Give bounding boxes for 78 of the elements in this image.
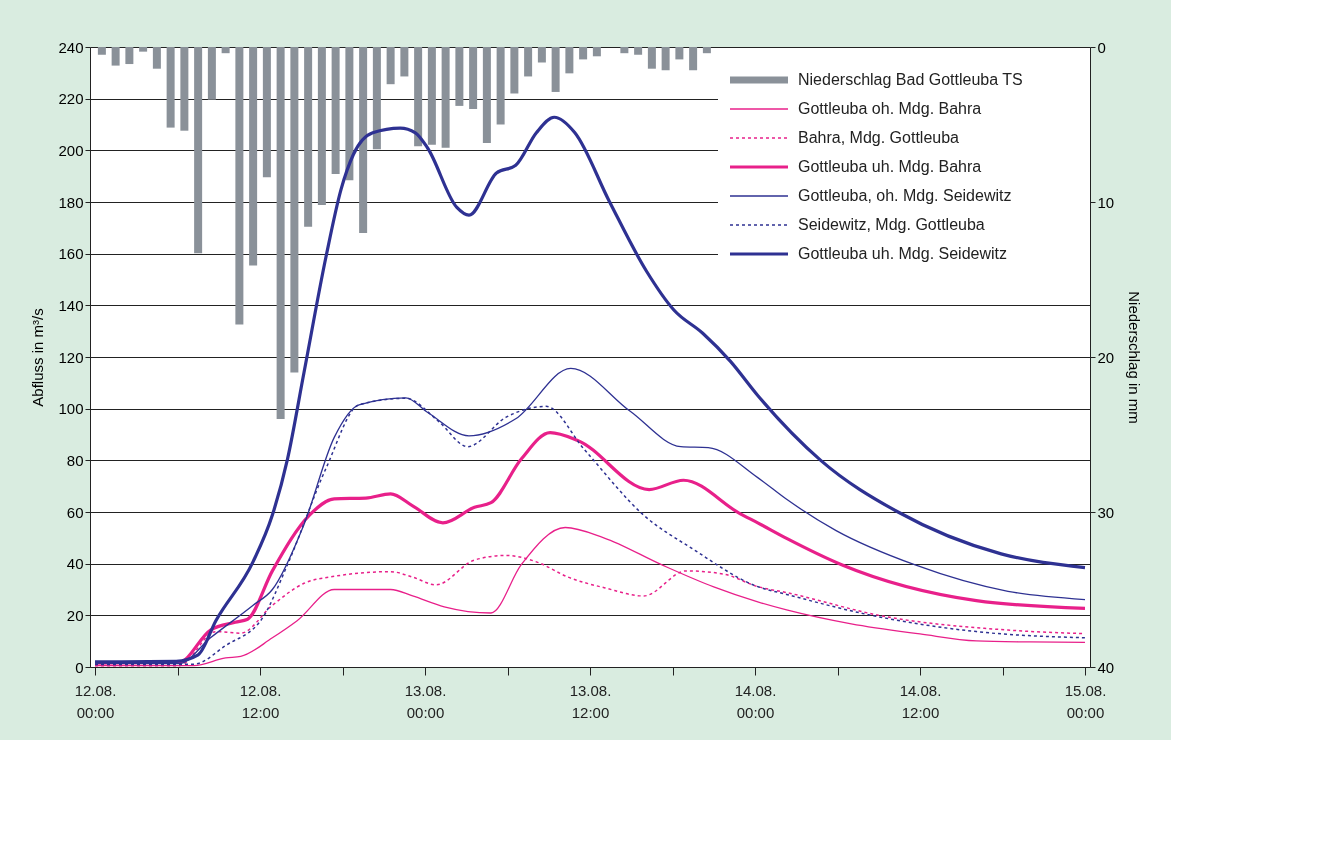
bar — [152, 47, 161, 69]
bar — [592, 47, 601, 57]
bar — [317, 47, 326, 206]
y-tick-label: 60 — [66, 503, 84, 521]
legend-label: Niederschlag Bad Gottleuba TS — [798, 71, 1023, 88]
bar — [565, 47, 574, 74]
y-tick-label: 180 — [58, 193, 84, 211]
bar — [194, 47, 203, 254]
bar — [427, 47, 436, 145]
y2-tick-label: 20 — [1097, 348, 1115, 366]
bar — [111, 47, 120, 66]
bar — [482, 47, 491, 144]
bar — [551, 47, 560, 92]
bar — [304, 47, 313, 227]
bar — [455, 47, 464, 106]
bar — [139, 47, 148, 52]
y2-axis-title: Niederschlag in mm — [1126, 291, 1144, 424]
bar — [414, 47, 423, 147]
y2-tick-label: 40 — [1097, 658, 1115, 676]
bar — [634, 47, 643, 55]
y-tick-label: 140 — [58, 296, 84, 314]
bar — [661, 47, 670, 71]
bar — [469, 47, 478, 109]
bar — [372, 47, 381, 150]
bar — [702, 47, 711, 54]
y-tick-label: 0 — [75, 658, 84, 676]
legend-label: Gottleuba uh. Mdg. Seidewitz — [798, 245, 1008, 262]
bar — [166, 47, 175, 128]
bar — [331, 47, 340, 175]
bar — [345, 47, 354, 181]
x-tick-label: 13.08. 12:00 — [569, 681, 612, 721]
bar — [125, 47, 134, 65]
x-tick-label: 13.08. 00:00 — [404, 681, 447, 721]
y2-tick-label: 0 — [1097, 38, 1106, 56]
bar — [276, 47, 285, 419]
y-axis-title: Abfluss in m³/s — [29, 308, 47, 407]
y-tick-label: 220 — [58, 90, 84, 108]
x-tick-label: 14.08. 00:00 — [734, 681, 777, 721]
bar — [524, 47, 533, 77]
legend-label: Bahra, Mdg. Gottleuba — [798, 129, 960, 146]
y-tick-label: 120 — [58, 348, 84, 366]
bar — [221, 47, 230, 54]
bar — [496, 47, 505, 125]
x-tick-label: 15.08. 00:00 — [1064, 681, 1107, 721]
bar — [386, 47, 395, 85]
bar — [262, 47, 271, 178]
bar — [441, 47, 450, 148]
y-tick-label: 20 — [66, 606, 84, 624]
x-tick-label: 12.08. 12:00 — [239, 681, 282, 721]
bar — [359, 47, 368, 233]
x-tick-label: 12.08. 00:00 — [74, 681, 117, 721]
y-tick-label: 200 — [58, 141, 84, 159]
bar — [249, 47, 258, 266]
y2-tick-label: 30 — [1097, 503, 1115, 521]
y-tick-label: 40 — [66, 555, 84, 573]
x-tick-label: 14.08. 12:00 — [899, 681, 942, 721]
y2-tick-label: 10 — [1097, 193, 1115, 211]
bar — [537, 47, 546, 63]
y-tick-label: 240 — [58, 38, 84, 56]
legend-label: Seidewitz, Mdg. Gottleuba — [798, 216, 985, 233]
legend-label: Gottleuba, oh. Mdg. Seidewitz — [798, 187, 1012, 204]
y-tick-label: 160 — [58, 245, 84, 263]
bar — [290, 47, 299, 373]
bar — [207, 47, 216, 100]
bar — [235, 47, 244, 325]
bar — [647, 47, 656, 69]
bar — [510, 47, 519, 94]
y-tick-label: 100 — [58, 400, 84, 418]
bar — [620, 47, 629, 54]
bar — [400, 47, 409, 77]
bar — [180, 47, 189, 131]
bar — [97, 47, 106, 55]
y-tick-label: 80 — [66, 451, 84, 469]
bar — [689, 47, 698, 71]
bar — [579, 47, 588, 60]
legend-label: Gottleuba oh. Mdg. Bahra — [798, 100, 982, 117]
bar — [675, 47, 684, 60]
legend-label: Gottleuba uh. Mdg. Bahra — [798, 158, 982, 175]
